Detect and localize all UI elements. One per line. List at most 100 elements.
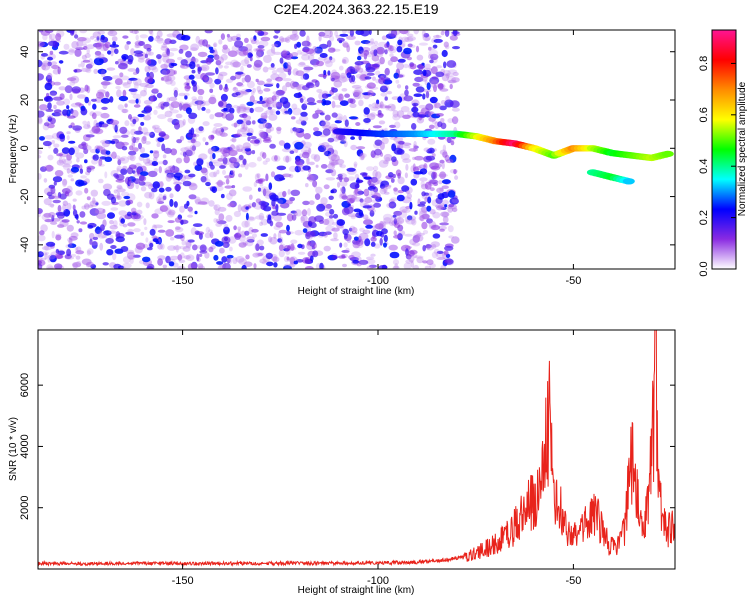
noise-blob bbox=[184, 169, 191, 174]
noise-blob bbox=[406, 193, 412, 200]
noise-blob bbox=[38, 173, 42, 180]
noise-blob bbox=[220, 53, 228, 61]
noise-blob bbox=[333, 232, 338, 240]
noise-blob bbox=[38, 251, 44, 258]
noise-blob bbox=[151, 161, 158, 166]
noise-blob bbox=[230, 75, 237, 81]
noise-blob bbox=[88, 204, 94, 209]
noise-blob bbox=[300, 111, 308, 117]
noise-blob bbox=[322, 218, 330, 226]
noise-blob bbox=[283, 62, 289, 69]
noise-blob bbox=[148, 51, 154, 56]
noise-blob bbox=[343, 140, 348, 148]
noise-blob bbox=[208, 200, 215, 207]
noise-blob bbox=[177, 265, 186, 269]
noise-blob bbox=[238, 105, 247, 112]
noise-blob bbox=[125, 231, 135, 235]
noise-blob bbox=[422, 230, 429, 235]
noise-blob bbox=[59, 93, 65, 100]
noise-blob bbox=[381, 83, 388, 90]
noise-blob bbox=[337, 75, 347, 83]
noise-blob bbox=[265, 122, 272, 129]
noise-blob bbox=[178, 92, 186, 97]
noise-blob bbox=[427, 196, 432, 204]
noise-blob bbox=[300, 216, 305, 224]
noise-blob bbox=[439, 222, 449, 226]
noise-blob bbox=[269, 236, 278, 245]
colorbar-tick-label: 0.6 bbox=[698, 107, 710, 122]
x-tick-label: -150 bbox=[172, 275, 194, 287]
noise-blob bbox=[52, 195, 61, 199]
noise-blob bbox=[76, 260, 82, 267]
noise-blob bbox=[258, 123, 266, 130]
noise-blob bbox=[390, 56, 398, 63]
noise-blob bbox=[183, 92, 190, 97]
noise-blob bbox=[330, 71, 341, 80]
noise-blob bbox=[350, 215, 356, 220]
noise-blob bbox=[289, 261, 295, 268]
y-tick-label: 4000 bbox=[19, 434, 31, 458]
noise-blob bbox=[151, 235, 160, 239]
noise-blob bbox=[446, 73, 454, 77]
noise-blob bbox=[387, 44, 392, 50]
noise-blob bbox=[48, 195, 55, 200]
noise-blob bbox=[111, 75, 121, 80]
noise-blob bbox=[299, 61, 306, 66]
noise-blob bbox=[143, 99, 153, 105]
noise-blob bbox=[240, 88, 251, 94]
noise-blob bbox=[377, 59, 381, 67]
noise-blob bbox=[190, 138, 196, 144]
noise-blob bbox=[82, 145, 88, 150]
noise-blob bbox=[403, 30, 410, 35]
noise-blob bbox=[132, 137, 137, 143]
noise-blob bbox=[43, 178, 48, 183]
noise-blob bbox=[242, 142, 251, 150]
noise-blob bbox=[281, 95, 285, 103]
noise-blob bbox=[140, 121, 145, 126]
noise-blob bbox=[413, 254, 418, 259]
noise-blob bbox=[444, 204, 448, 208]
noise-blob bbox=[415, 234, 424, 242]
noise-blob bbox=[280, 37, 290, 42]
noise-blob bbox=[127, 54, 134, 63]
noise-blob bbox=[365, 258, 376, 265]
noise-blob bbox=[451, 236, 460, 244]
noise-blob bbox=[216, 169, 220, 175]
noise-blob bbox=[409, 63, 417, 70]
noise-blob bbox=[168, 165, 177, 170]
noise-blob bbox=[350, 144, 358, 151]
noise-blob bbox=[106, 249, 114, 256]
noise-blob bbox=[185, 149, 193, 157]
noise-blob bbox=[162, 41, 168, 46]
noise-blob bbox=[122, 223, 128, 228]
noise-blob bbox=[144, 53, 148, 59]
noise-blob bbox=[400, 106, 410, 113]
noise-blob bbox=[42, 123, 50, 131]
noise-blob bbox=[162, 154, 167, 159]
noise-blob bbox=[383, 191, 390, 195]
noise-blob bbox=[50, 221, 58, 225]
noise-blob bbox=[367, 186, 376, 191]
noise-blob bbox=[437, 203, 446, 210]
noise-blob bbox=[218, 84, 223, 91]
noise-blob bbox=[64, 256, 75, 260]
noise-blob bbox=[332, 254, 338, 260]
noise-blob bbox=[90, 264, 97, 269]
noise-blob bbox=[166, 48, 170, 56]
noise-blob bbox=[103, 189, 111, 197]
noise-blob bbox=[425, 90, 430, 99]
noise-blob bbox=[63, 43, 70, 50]
noise-blob bbox=[207, 229, 213, 233]
noise-blob bbox=[430, 224, 441, 231]
noise-blob bbox=[201, 39, 209, 47]
noise-blob bbox=[302, 165, 311, 171]
noise-blob bbox=[260, 131, 267, 139]
noise-blob bbox=[131, 212, 137, 216]
noise-blob bbox=[305, 231, 316, 238]
noise-blob bbox=[328, 159, 339, 166]
noise-blob bbox=[418, 210, 428, 219]
noise-blob bbox=[370, 188, 378, 196]
noise-blob bbox=[265, 127, 272, 134]
noise-blob bbox=[194, 196, 201, 204]
noise-blob bbox=[192, 84, 198, 93]
